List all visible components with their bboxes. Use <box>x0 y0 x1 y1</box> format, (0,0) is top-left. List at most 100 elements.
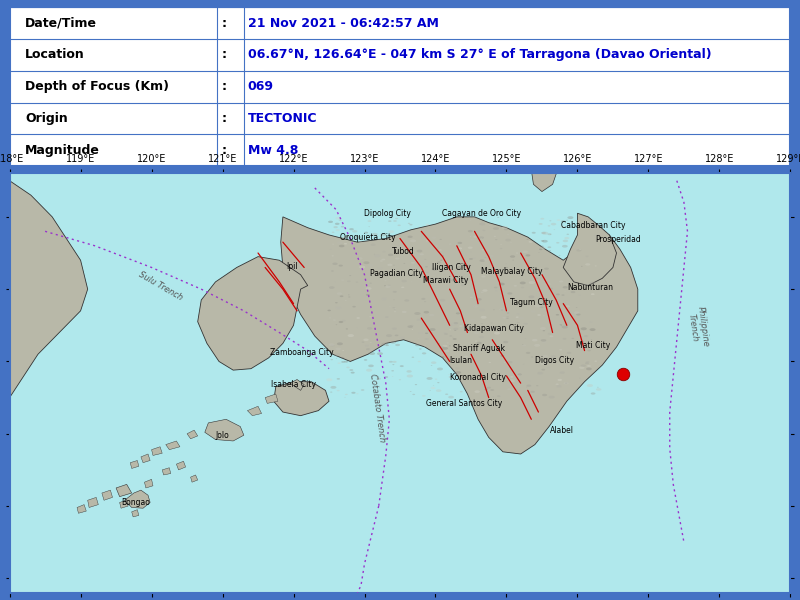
Ellipse shape <box>559 324 562 325</box>
Ellipse shape <box>332 232 334 233</box>
Ellipse shape <box>386 344 389 346</box>
Ellipse shape <box>552 293 555 294</box>
Ellipse shape <box>482 289 488 292</box>
Ellipse shape <box>530 310 536 313</box>
Ellipse shape <box>358 241 362 243</box>
Ellipse shape <box>458 247 462 250</box>
Ellipse shape <box>419 348 422 350</box>
Ellipse shape <box>378 267 382 269</box>
Ellipse shape <box>411 356 414 358</box>
Ellipse shape <box>341 357 344 358</box>
Ellipse shape <box>439 346 445 349</box>
Ellipse shape <box>342 361 345 363</box>
Ellipse shape <box>392 361 397 363</box>
Ellipse shape <box>364 359 367 361</box>
Ellipse shape <box>507 388 511 390</box>
Ellipse shape <box>419 332 422 334</box>
Ellipse shape <box>453 338 457 340</box>
Ellipse shape <box>590 392 595 395</box>
Polygon shape <box>116 484 132 497</box>
Ellipse shape <box>335 223 339 225</box>
Ellipse shape <box>571 338 574 339</box>
Ellipse shape <box>506 239 511 241</box>
Ellipse shape <box>363 338 369 341</box>
Ellipse shape <box>484 395 487 397</box>
Ellipse shape <box>386 334 392 337</box>
Ellipse shape <box>442 345 448 347</box>
Ellipse shape <box>558 379 562 381</box>
Ellipse shape <box>556 385 562 388</box>
Ellipse shape <box>330 345 334 347</box>
Ellipse shape <box>500 355 504 357</box>
Ellipse shape <box>587 365 591 367</box>
Ellipse shape <box>393 265 395 266</box>
Ellipse shape <box>474 306 475 307</box>
Ellipse shape <box>370 244 376 246</box>
Ellipse shape <box>392 364 394 365</box>
Ellipse shape <box>444 350 450 352</box>
Ellipse shape <box>400 337 405 339</box>
Ellipse shape <box>542 369 546 371</box>
Ellipse shape <box>387 284 391 286</box>
Ellipse shape <box>590 322 592 323</box>
Ellipse shape <box>365 345 369 347</box>
Ellipse shape <box>453 376 456 377</box>
Ellipse shape <box>454 322 458 324</box>
Ellipse shape <box>370 342 372 343</box>
Ellipse shape <box>520 281 526 284</box>
Ellipse shape <box>393 220 397 222</box>
Ellipse shape <box>411 281 413 282</box>
Ellipse shape <box>483 259 487 261</box>
Text: Cagayan de Oro City: Cagayan de Oro City <box>442 209 521 218</box>
Ellipse shape <box>438 343 440 344</box>
Ellipse shape <box>482 275 486 278</box>
Ellipse shape <box>448 374 450 375</box>
Ellipse shape <box>525 338 526 339</box>
Ellipse shape <box>538 314 541 316</box>
Ellipse shape <box>541 339 546 342</box>
Polygon shape <box>125 490 150 508</box>
Text: Ipil: Ipil <box>286 262 298 271</box>
Ellipse shape <box>403 263 406 264</box>
Ellipse shape <box>489 343 495 346</box>
Ellipse shape <box>499 308 505 311</box>
Ellipse shape <box>495 290 498 292</box>
Ellipse shape <box>482 249 485 251</box>
Text: Jolo: Jolo <box>216 431 230 440</box>
Ellipse shape <box>557 219 561 221</box>
Ellipse shape <box>350 371 354 374</box>
Ellipse shape <box>402 311 406 313</box>
Ellipse shape <box>506 313 509 314</box>
Ellipse shape <box>507 234 510 235</box>
Ellipse shape <box>394 309 396 310</box>
Ellipse shape <box>361 389 365 391</box>
Ellipse shape <box>350 242 354 244</box>
Ellipse shape <box>477 304 479 305</box>
Ellipse shape <box>563 382 569 385</box>
Ellipse shape <box>394 308 396 309</box>
Ellipse shape <box>594 265 597 266</box>
Ellipse shape <box>430 328 435 331</box>
Ellipse shape <box>469 265 471 266</box>
Ellipse shape <box>498 285 502 287</box>
Ellipse shape <box>548 333 552 335</box>
Text: Philippine
Trench: Philippine Trench <box>686 306 710 349</box>
Ellipse shape <box>450 335 452 337</box>
Text: Tagum City: Tagum City <box>510 298 553 307</box>
Ellipse shape <box>385 280 386 281</box>
Ellipse shape <box>583 217 590 220</box>
Ellipse shape <box>581 328 587 330</box>
Ellipse shape <box>330 386 337 389</box>
Ellipse shape <box>481 292 484 293</box>
Ellipse shape <box>567 216 574 219</box>
Ellipse shape <box>587 350 591 352</box>
Ellipse shape <box>377 378 381 380</box>
Ellipse shape <box>398 379 401 380</box>
Ellipse shape <box>443 332 446 334</box>
Ellipse shape <box>470 220 471 221</box>
Ellipse shape <box>344 243 347 245</box>
Ellipse shape <box>341 226 344 227</box>
Ellipse shape <box>562 302 564 303</box>
Ellipse shape <box>464 326 469 328</box>
Ellipse shape <box>529 241 533 243</box>
